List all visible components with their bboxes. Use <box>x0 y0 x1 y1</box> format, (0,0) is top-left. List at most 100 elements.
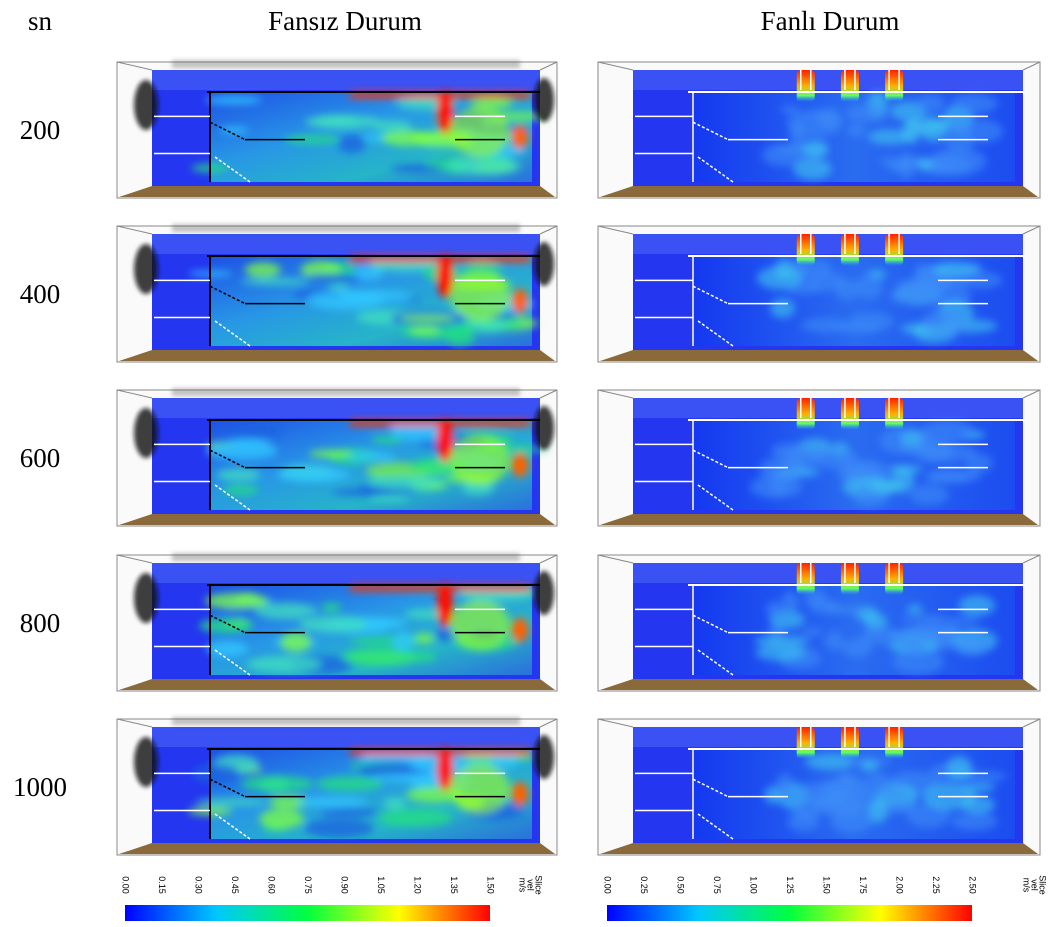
hot-plume <box>437 747 453 791</box>
blob <box>951 812 998 831</box>
smoke-haze <box>172 717 520 725</box>
frame-diag <box>116 718 153 728</box>
floor <box>119 514 555 525</box>
warm-zone <box>450 435 510 485</box>
blob <box>921 420 975 443</box>
blob <box>351 265 385 281</box>
blob <box>277 467 350 483</box>
blob <box>206 640 249 657</box>
blob <box>749 475 803 499</box>
floor <box>119 350 555 361</box>
frame-diag <box>597 554 634 564</box>
ceiling <box>152 563 540 583</box>
smoke-puff <box>534 406 554 450</box>
blob <box>770 468 804 480</box>
colorbar-tick-label: 0.25 <box>639 876 649 894</box>
frame-diag <box>1022 389 1041 399</box>
ceiling <box>633 727 1023 747</box>
blob <box>409 325 440 335</box>
fan-plume <box>796 70 815 102</box>
smoke-haze <box>172 60 520 68</box>
smoke-puff <box>134 244 158 294</box>
blob <box>775 773 794 800</box>
blob <box>284 134 342 144</box>
blob <box>895 278 941 293</box>
stair <box>697 813 734 840</box>
frame-diag <box>116 61 153 71</box>
blob <box>835 279 860 301</box>
hot-plume <box>437 583 453 627</box>
frame-diag <box>116 389 153 399</box>
smoke-puff <box>534 571 554 615</box>
stair <box>697 156 734 183</box>
hot-plume <box>512 618 528 642</box>
row-label: 400 <box>20 279 61 309</box>
blob <box>952 635 991 657</box>
warm-zone <box>450 600 510 650</box>
simulation-panel <box>116 224 558 363</box>
frame-diag <box>597 61 634 71</box>
smoke-puff <box>534 78 554 122</box>
blob <box>823 604 866 615</box>
blob <box>867 798 888 824</box>
colorbar-tick-label: 1.50 <box>486 876 496 894</box>
smoke-puff <box>534 735 554 779</box>
floor <box>119 843 555 854</box>
flow-blobs <box>756 257 1003 343</box>
frame-diag <box>597 718 634 728</box>
fan-plume <box>796 398 815 430</box>
row-label: 200 <box>20 115 61 145</box>
ceiling <box>152 70 540 90</box>
stair <box>697 320 734 347</box>
blob <box>958 595 996 616</box>
stair <box>209 778 246 798</box>
blob <box>205 593 269 609</box>
hot-plume <box>512 453 528 477</box>
blob <box>921 308 969 336</box>
hot-plume <box>512 289 528 313</box>
blob <box>259 809 304 829</box>
colorbar-tick-label: 1.75 <box>858 876 868 894</box>
fan-plume <box>796 563 815 595</box>
ceiling <box>152 234 540 254</box>
colorbar-tick-label: 1.50 <box>822 876 832 894</box>
blob <box>332 488 394 496</box>
stair <box>209 449 246 469</box>
blob <box>199 618 254 634</box>
frame-diag <box>1022 554 1041 564</box>
hot-plume <box>437 418 453 462</box>
frame-diag <box>539 718 558 728</box>
blob <box>916 158 934 170</box>
stair <box>697 484 734 511</box>
velocity-field <box>693 585 1015 675</box>
blob <box>390 164 442 173</box>
smoke-puff <box>134 737 158 787</box>
fan-plume <box>840 70 859 102</box>
colorbar-unit: m/s <box>518 878 528 893</box>
blob <box>864 612 888 631</box>
blob <box>787 811 820 832</box>
row-label: 1000 <box>13 772 67 802</box>
fan-plume <box>840 563 859 595</box>
blob <box>337 134 366 154</box>
fan-plume <box>885 398 904 430</box>
colorbar-unit: vel <box>1030 879 1040 891</box>
blob <box>845 104 889 123</box>
frame-diag <box>116 225 153 235</box>
fan-plume <box>840 234 859 266</box>
blob <box>372 120 412 132</box>
smoke-haze <box>172 224 520 232</box>
blob <box>447 156 521 176</box>
column-title: Fansız Durum <box>268 6 422 36</box>
blob <box>205 95 263 105</box>
blob <box>371 495 410 502</box>
colorbar-tick-label: 1.05 <box>376 876 386 894</box>
fan-plume <box>796 727 815 759</box>
blob <box>801 317 850 333</box>
blob <box>233 426 283 438</box>
stair <box>692 121 729 141</box>
smoke-puff <box>134 408 158 458</box>
floor <box>600 843 1038 854</box>
stair <box>692 449 729 469</box>
stair <box>214 649 251 676</box>
